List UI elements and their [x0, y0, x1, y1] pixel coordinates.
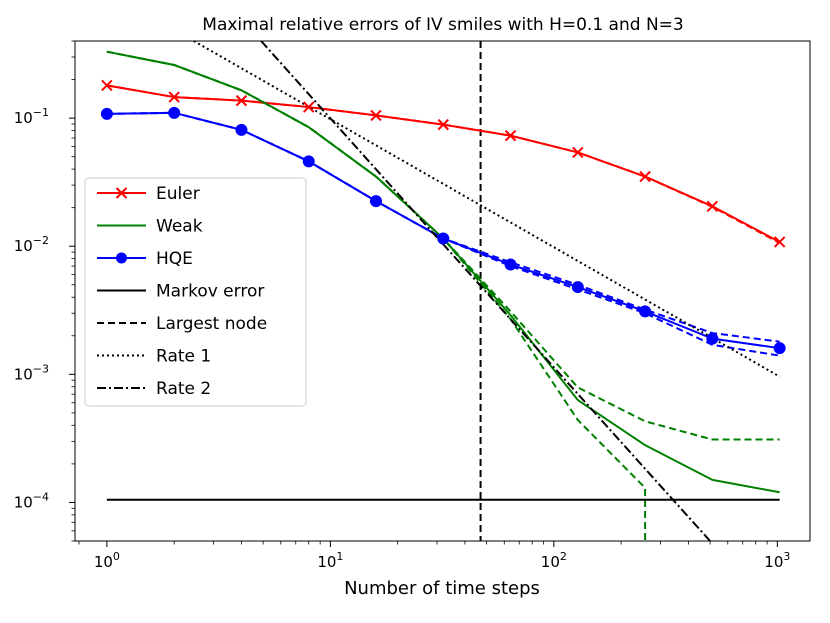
- legend-label-largest-node: Largest node: [156, 314, 267, 334]
- legend: Euler Weak HQE Markov error Largest node Rate…: [84, 177, 307, 407]
- point-euler-1: [168, 91, 180, 103]
- point-hqe-0: [100, 107, 113, 120]
- x-axis-label: Number of time steps: [344, 578, 540, 599]
- point-euler-10: [773, 236, 786, 248]
- point-hqe-9: [706, 332, 719, 345]
- chart-title: Maximal relative errors of IV smiles wit…: [202, 15, 683, 35]
- point-hqe-2: [235, 123, 248, 136]
- x-axis: 100 101 102 103: [78, 541, 790, 571]
- point-euler-4: [370, 109, 382, 122]
- point-hqe-6: [504, 258, 517, 271]
- legend-label-rate-2: Rate 2: [156, 379, 211, 399]
- axes-frame: [74, 40, 811, 542]
- point-hqe-7: [571, 281, 584, 294]
- point-hqe-4: [369, 195, 382, 208]
- point-euler-9: [706, 200, 719, 213]
- point-hqe-5: [437, 232, 450, 245]
- marker-layer: [100, 79, 786, 355]
- point-euler-3: [303, 101, 315, 113]
- point-euler-0: [101, 79, 113, 92]
- legend-marker-euler: [115, 187, 128, 199]
- point-euler-2: [235, 94, 248, 107]
- legend-box: [84, 177, 307, 407]
- point-euler-5: [437, 118, 449, 131]
- point-euler-7: [572, 146, 584, 159]
- legend-marker-hqe: [116, 252, 127, 264]
- legend-label-weak: Weak: [156, 217, 203, 237]
- legend-label-rate-1: Rate 1: [156, 347, 211, 367]
- point-hqe-8: [639, 305, 652, 318]
- point-hqe-3: [302, 155, 315, 168]
- legend-label-euler: Euler: [156, 184, 200, 204]
- point-euler-8: [639, 170, 651, 183]
- series-euler-largest-node: [106, 84, 781, 244]
- point-euler-6: [504, 129, 517, 142]
- plot-area: [74, 40, 811, 542]
- legend-label-markov-error: Markov error: [156, 282, 264, 302]
- point-hqe-10: [773, 342, 786, 355]
- legend-label-hqe: HQE: [156, 249, 193, 269]
- point-hqe-1: [168, 106, 181, 119]
